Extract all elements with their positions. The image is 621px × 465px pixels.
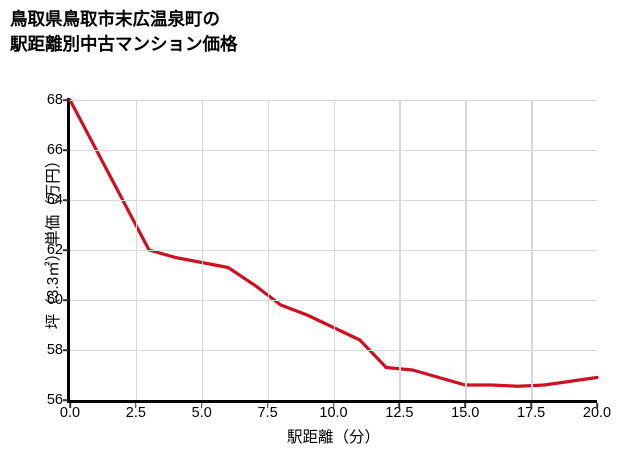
gridline-vertical bbox=[399, 100, 401, 400]
x-axis-label: 駅距離（分） bbox=[286, 429, 380, 446]
x-axis-tick-label: 0.0 bbox=[59, 405, 81, 421]
y-axis-tick-labels: 56 58 60 62 64 66 68 bbox=[0, 0, 63, 465]
x-axis-tick-label: 7.5 bbox=[257, 405, 278, 421]
x-axis-tick-mark bbox=[135, 403, 137, 408]
x-axis-tick-mark bbox=[596, 403, 598, 408]
gridline-vertical bbox=[267, 100, 270, 400]
y-axis-tick-label: 58 bbox=[46, 342, 63, 358]
x-axis-tick-label: 2.5 bbox=[125, 405, 146, 421]
plot-area bbox=[68, 98, 599, 400]
x-axis-tick-mark bbox=[69, 403, 71, 408]
y-axis-tick-label: 68 bbox=[46, 92, 63, 108]
x-axis-tick-mark bbox=[464, 403, 467, 408]
gridline-vertical bbox=[201, 100, 204, 400]
x-axis-tick-mark bbox=[266, 403, 269, 408]
y-axis-tick-label: 60 bbox=[46, 292, 63, 308]
y-axis-tick-mark bbox=[63, 399, 68, 401]
x-axis-tick-label: 15.0 bbox=[451, 405, 480, 421]
gridline-vertical bbox=[135, 100, 138, 400]
x-axis-tick-mark bbox=[398, 403, 401, 408]
y-axis-tick-mark bbox=[63, 99, 68, 101]
x-axis-tick-mark bbox=[530, 403, 532, 408]
y-axis-tick-label: 56 bbox=[46, 392, 63, 408]
x-axis-tick-label: 17.5 bbox=[517, 405, 546, 421]
gridline-vertical bbox=[531, 100, 533, 400]
y-axis-tick-mark bbox=[63, 249, 68, 251]
gridline-vertical bbox=[465, 100, 467, 400]
x-axis-tick-mark bbox=[332, 403, 335, 408]
y-axis-tick-label: 64 bbox=[46, 192, 63, 208]
y-axis-tick-label: 62 bbox=[46, 242, 63, 258]
y-axis-tick-mark bbox=[63, 349, 68, 351]
page-title: 鳥取県鳥取市末広温泉町の 駅距離別中古マンション価格 bbox=[10, 9, 238, 54]
x-axis-spine bbox=[67, 400, 597, 403]
y-axis-label: 坪（3.3㎡）単価（万円） bbox=[45, 152, 62, 330]
x-axis-tick-label: 5.0 bbox=[191, 405, 212, 421]
gridline-vertical bbox=[333, 100, 335, 400]
x-axis-tick-label: 12.5 bbox=[385, 405, 414, 421]
y-axis-tick-mark bbox=[63, 149, 68, 151]
x-axis-tick-label: 20.0 bbox=[582, 405, 612, 421]
x-axis-tick-mark bbox=[200, 403, 203, 408]
y-axis-tick-label: 66 bbox=[46, 142, 63, 158]
y-axis-spine bbox=[67, 98, 70, 403]
y-axis-tick-mark bbox=[63, 299, 68, 301]
y-axis-tick-mark bbox=[63, 199, 68, 201]
x-axis-tick-label: 10.0 bbox=[319, 405, 348, 421]
